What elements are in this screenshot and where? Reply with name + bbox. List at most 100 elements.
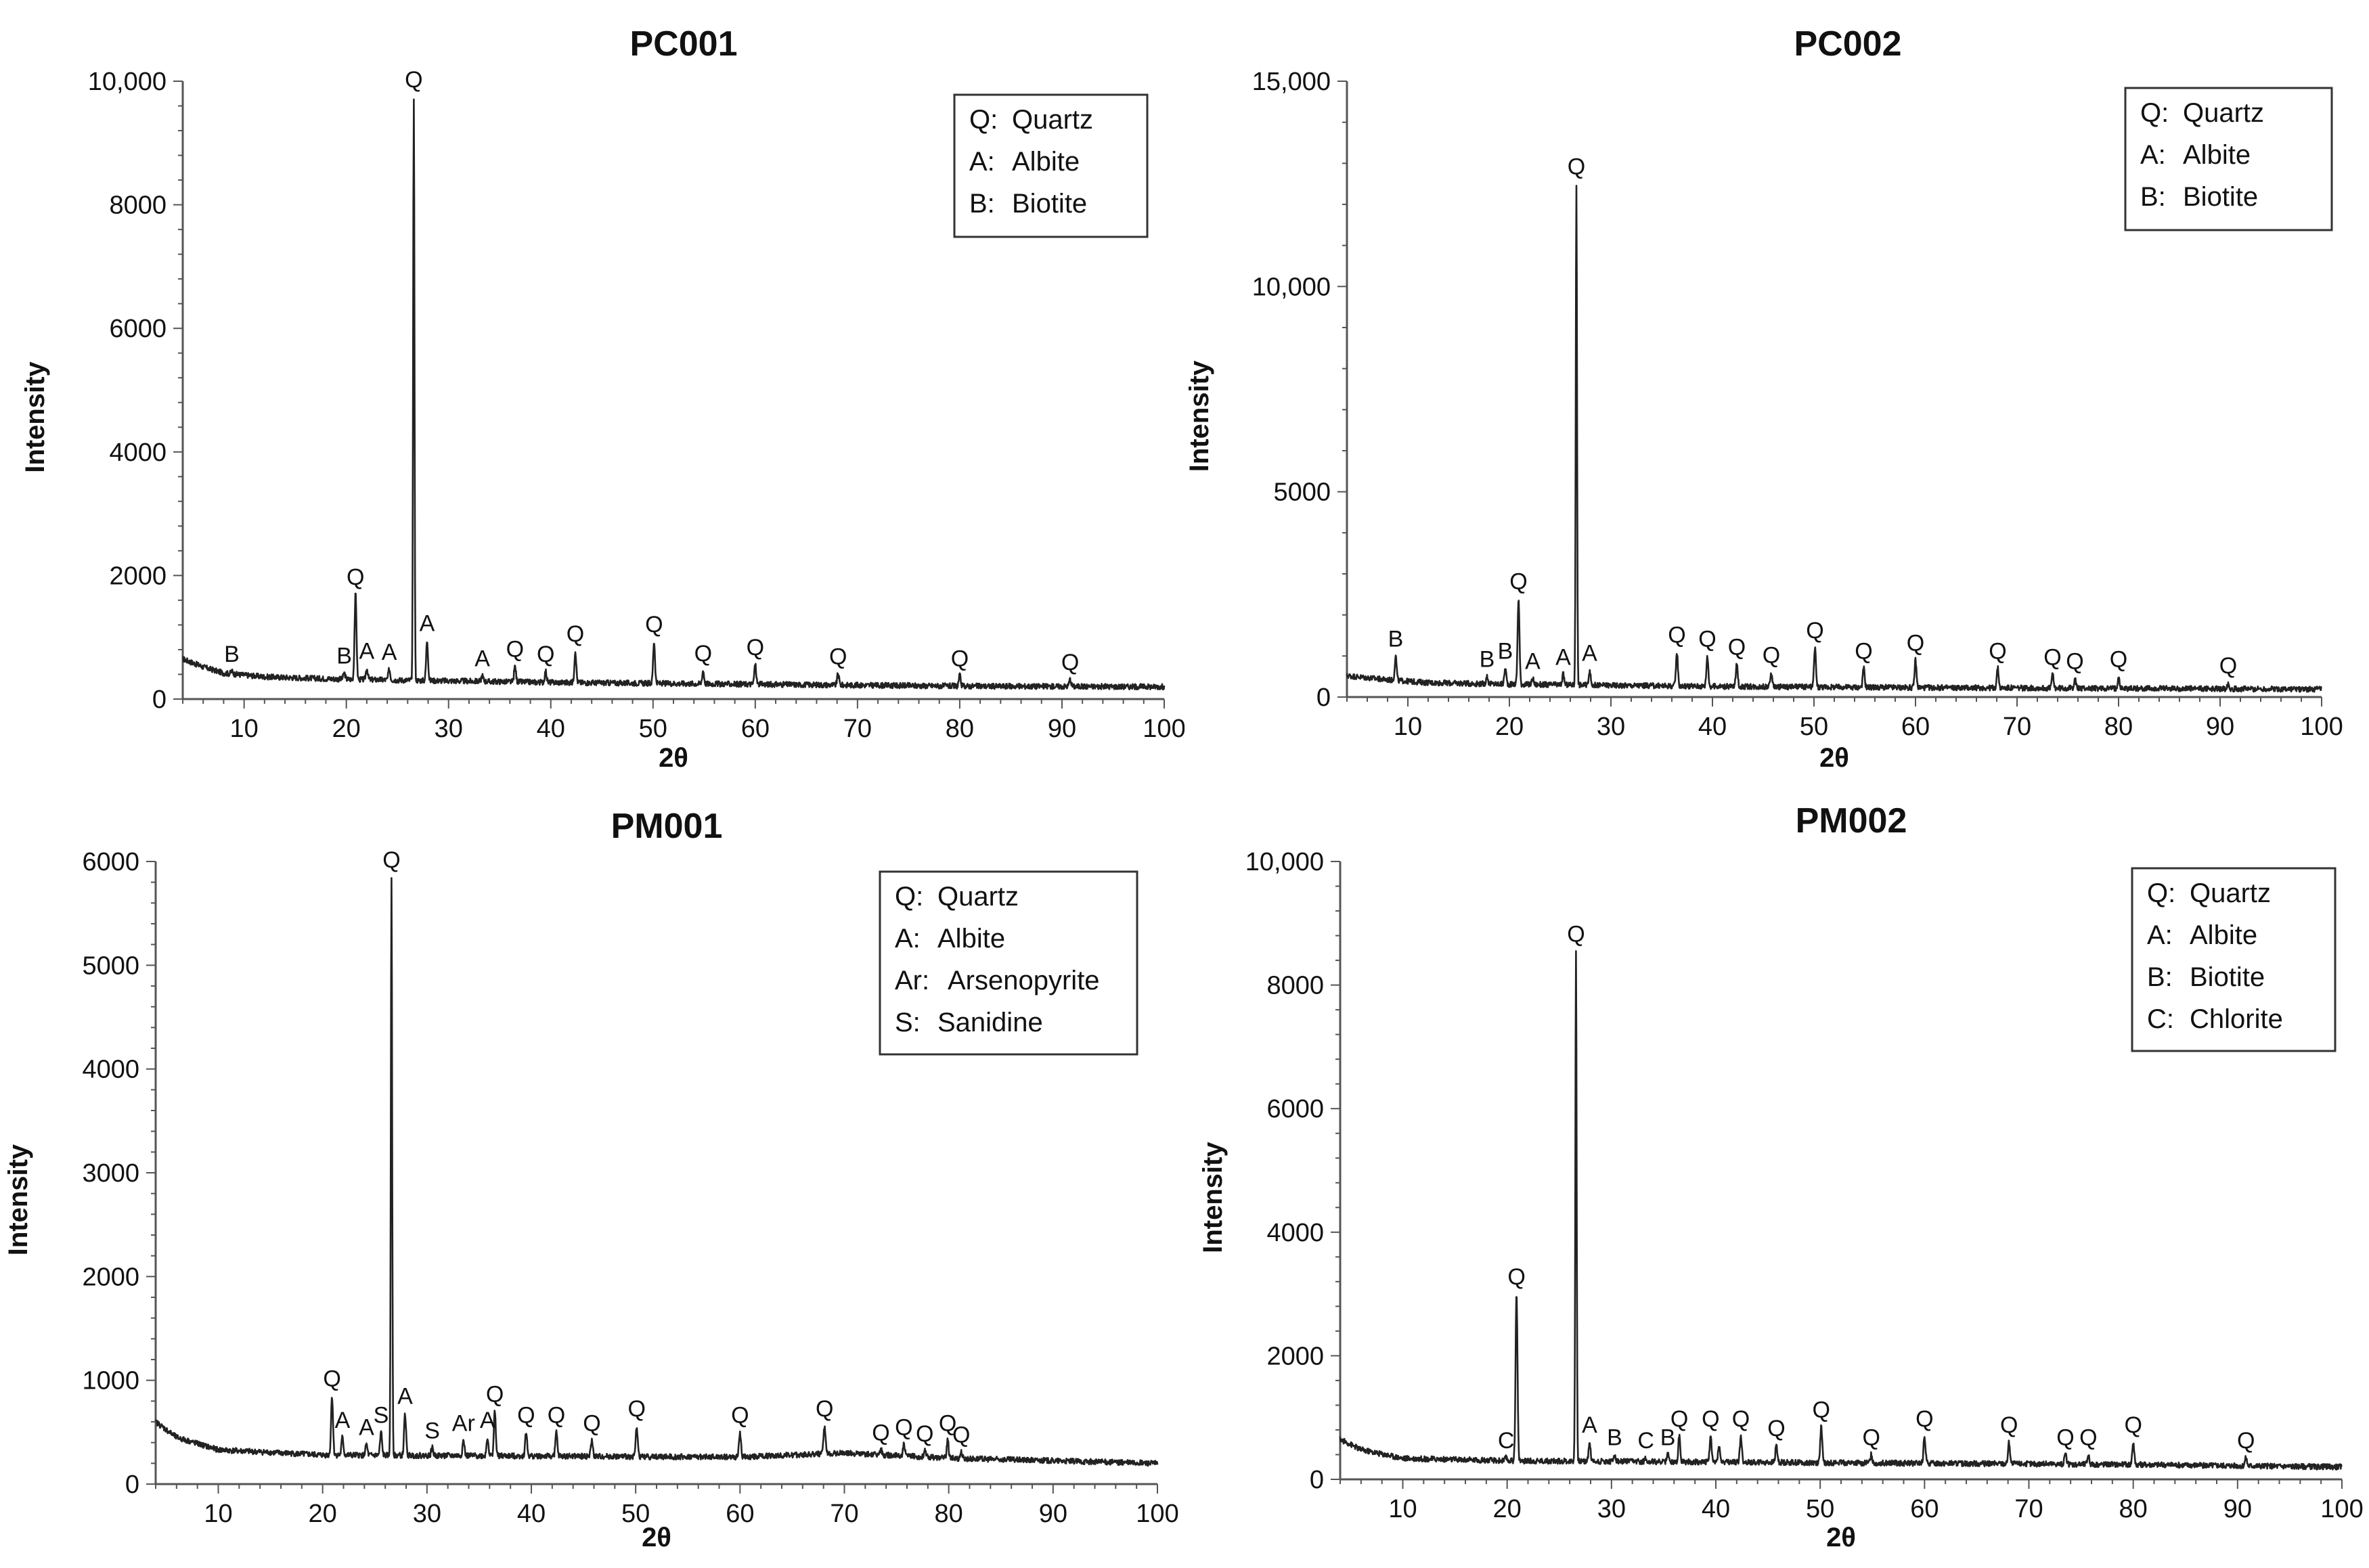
x-tick-label: 20 [1495, 713, 1524, 741]
x-axis-label: 2θ [642, 1523, 671, 1552]
x-tick-label: 90 [1039, 1500, 1067, 1528]
peak-label: Q [2079, 1425, 2097, 1450]
x-tick-label: 40 [1698, 713, 1727, 741]
x-tick-label: 10 [204, 1500, 232, 1528]
peak-label: Q [405, 67, 422, 93]
y-tick-label: 4000 [1266, 1219, 1324, 1247]
peak-label: A [1555, 645, 1571, 671]
y-tick-label: 5000 [1273, 478, 1331, 507]
chart-title: PM002 [1796, 801, 1907, 841]
peak-label: A [382, 640, 397, 665]
peak-label: Q [1567, 921, 1585, 947]
legend-mineral: Albite [2190, 920, 2257, 950]
peak-label: Q [1812, 1397, 1830, 1423]
x-tick-label: 70 [2003, 713, 2031, 741]
x-tick-label: 100 [2320, 1495, 2363, 1523]
peak-label: Q [1668, 622, 1685, 648]
legend-mineral: Albite [937, 924, 1005, 954]
peak-label: Q [2000, 1412, 2018, 1438]
legend-code: Q: [2140, 98, 2169, 128]
peak-label: B [1480, 647, 1495, 673]
peak-label: Q [2219, 653, 2237, 679]
x-tick-label: 20 [332, 715, 361, 743]
legend-mineral: Quartz [2183, 98, 2264, 128]
legend-code: Ar: [895, 966, 929, 995]
y-tick-label: 2000 [1266, 1342, 1324, 1370]
peak-label: A [480, 1408, 495, 1433]
chart-panel-pm002: PM002 0 2000 4000 6000 8000 10,000 10 20 30 40 50 60… [1198, 801, 2364, 1552]
peak-label: Q [694, 641, 712, 667]
x-tick-label: 100 [2300, 713, 2343, 741]
legend-mineral: Quartz [937, 882, 1019, 912]
x-tick-label: 20 [309, 1500, 337, 1528]
legend-mineral: Chlorite [2190, 1004, 2283, 1034]
y-tick-label: 0 [152, 686, 167, 714]
legend-mineral: Quartz [2190, 878, 2271, 908]
x-tick-label: 60 [1901, 713, 1930, 741]
peak-label: Q [1767, 1416, 1785, 1441]
peak-label: Q [747, 635, 764, 660]
x-tick-label: 80 [2119, 1495, 2148, 1523]
y-tick-label: 8000 [109, 192, 167, 220]
peak-label: Q [645, 612, 663, 637]
y-tick-label: 15,000 [1252, 68, 1331, 96]
y-tick-label: 2000 [109, 562, 167, 590]
x-tick-label: 10 [1388, 1495, 1417, 1523]
peak-label: Q [895, 1415, 912, 1441]
peak-label: A [359, 1415, 374, 1441]
y-tick-label: 4000 [109, 439, 167, 467]
x-tick-label: 60 [741, 715, 770, 743]
legend-code: A: [969, 147, 995, 177]
legend-mineral: Biotite [2183, 182, 2258, 212]
peak-label: Q [2110, 647, 2127, 673]
peak-label: Q [517, 1402, 535, 1428]
legend-box [2131, 867, 2337, 1052]
legend-mineral: Biotite [1012, 189, 1087, 219]
peak-label: A [474, 646, 490, 671]
peak-label: Q [486, 1382, 504, 1408]
y-tick-label: 10,000 [1252, 273, 1331, 301]
x-axis-label: 2θ [659, 743, 688, 773]
legend-code: Q: [2147, 878, 2175, 908]
x-tick-label: 100 [1143, 715, 1184, 743]
legend-box [2124, 87, 2333, 231]
chart-title: PC001 [630, 24, 738, 64]
peak-label: Q [1670, 1406, 1688, 1432]
peak-label: Q [1509, 568, 1527, 594]
legend-code: C: [2147, 1004, 2174, 1034]
peak-label: Q [2043, 645, 2061, 671]
x-tick-label: 80 [2104, 713, 2133, 741]
peak-label: A [420, 610, 435, 636]
peak-label: Ar [452, 1411, 475, 1437]
peak-label: B [1660, 1425, 1676, 1450]
legend-code: Q: [969, 105, 998, 135]
x-tick-label: 80 [935, 1500, 963, 1528]
x-tick-label: 100 [1136, 1500, 1178, 1528]
peak-label: Q [627, 1396, 645, 1422]
peak-label: Q [1763, 643, 1780, 669]
chart-title: PM001 [611, 807, 723, 846]
peak-label: Q [567, 621, 584, 647]
peak-label: Q [347, 564, 364, 590]
y-tick-label: 10,000 [88, 68, 167, 96]
peak-label: Q [1862, 1425, 1880, 1450]
peak-label: Q [1732, 1406, 1750, 1432]
peak-label: Q [916, 1421, 933, 1447]
x-tick-label: 90 [2223, 1495, 2252, 1523]
x-tick-label: 20 [1493, 1495, 1522, 1523]
x-tick-label: 40 [1702, 1495, 1730, 1523]
x-tick-label: 30 [1597, 713, 1625, 741]
x-tick-label: 30 [413, 1500, 441, 1528]
x-tick-label: 80 [946, 715, 974, 743]
legend-box [879, 870, 1138, 1056]
peak-label: C [1637, 1428, 1654, 1454]
peak-label: Q [872, 1420, 889, 1446]
x-tick-label: 60 [726, 1500, 754, 1528]
diffraction-trace [1339, 950, 2343, 1471]
x-tick-label: 50 [621, 1500, 650, 1528]
peak-label: Q [1916, 1406, 1933, 1432]
peak-label: Q [537, 642, 554, 667]
legend-mineral: Sanidine [937, 1008, 1043, 1037]
x-tick-label: 70 [843, 715, 872, 743]
peak-label: Q [939, 1411, 956, 1437]
